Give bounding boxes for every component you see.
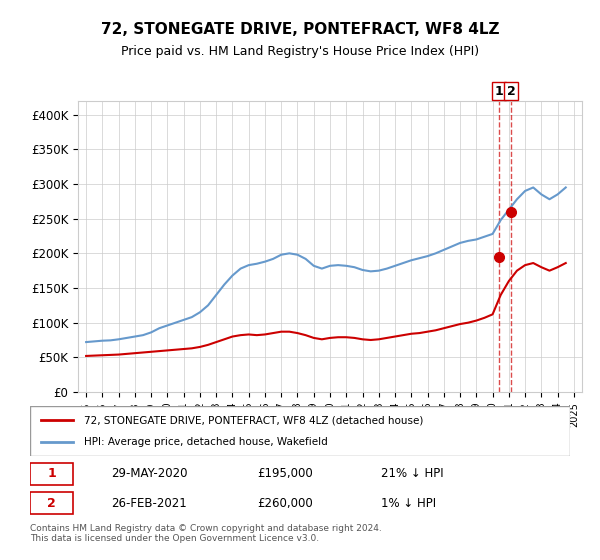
Text: 29-MAY-2020: 29-MAY-2020 xyxy=(111,468,187,480)
Text: HPI: Average price, detached house, Wakefield: HPI: Average price, detached house, Wake… xyxy=(84,437,328,447)
Text: 72, STONEGATE DRIVE, PONTEFRACT, WF8 4LZ (detached house): 72, STONEGATE DRIVE, PONTEFRACT, WF8 4LZ… xyxy=(84,415,424,425)
Text: 1% ↓ HPI: 1% ↓ HPI xyxy=(381,497,436,510)
Text: Contains HM Land Registry data © Crown copyright and database right 2024.
This d: Contains HM Land Registry data © Crown c… xyxy=(30,524,382,543)
Text: Price paid vs. HM Land Registry's House Price Index (HPI): Price paid vs. HM Land Registry's House … xyxy=(121,45,479,58)
Text: 72, STONEGATE DRIVE, PONTEFRACT, WF8 4LZ: 72, STONEGATE DRIVE, PONTEFRACT, WF8 4LZ xyxy=(101,22,499,38)
Text: 1: 1 xyxy=(495,85,503,98)
Text: 26-FEB-2021: 26-FEB-2021 xyxy=(111,497,187,510)
Text: 2: 2 xyxy=(47,497,56,510)
Text: 1: 1 xyxy=(47,468,56,480)
Text: 2: 2 xyxy=(507,85,515,98)
FancyBboxPatch shape xyxy=(30,406,570,456)
Text: £260,000: £260,000 xyxy=(257,497,313,510)
Text: £195,000: £195,000 xyxy=(257,468,313,480)
Text: 21% ↓ HPI: 21% ↓ HPI xyxy=(381,468,443,480)
FancyBboxPatch shape xyxy=(30,492,73,515)
FancyBboxPatch shape xyxy=(30,463,73,485)
